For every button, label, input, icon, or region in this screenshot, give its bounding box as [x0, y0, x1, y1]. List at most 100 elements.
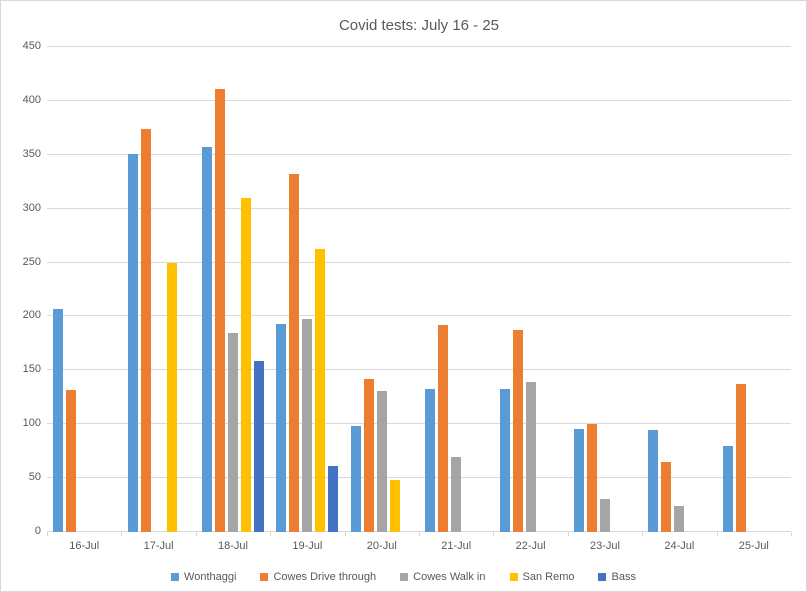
y-axis-label-350: 350 — [22, 147, 41, 160]
legend-item-san-remo: San Remo — [509, 571, 575, 583]
bar-cowes-drive-through-21-Jul — [438, 325, 449, 532]
bar-cowes-drive-through-16-Jul — [66, 389, 77, 532]
gridline-350 — [47, 153, 791, 155]
legend-swatch-bass — [598, 573, 607, 581]
legend-swatch-san-remo — [509, 573, 518, 581]
bar-cowes-walk-in-18-Jul — [227, 332, 238, 532]
bar-cowes-drive-through-17-Jul — [140, 128, 151, 532]
x-axis-label-25-Jul: 25-Jul — [738, 540, 769, 552]
legend-swatch-cowes-drive-through — [260, 573, 269, 581]
bar-cowes-walk-in-22-Jul — [525, 382, 536, 532]
x-axis-label-20-Jul: 20-Jul — [366, 540, 397, 552]
y-axis-label-450: 450 — [22, 40, 41, 52]
x-axis-tick — [567, 532, 569, 536]
x-axis-tick — [642, 532, 644, 536]
legend-swatch-cowes-walk-in — [400, 573, 409, 581]
gridline-250 — [47, 261, 791, 263]
bar-wonthaggi-21-Jul — [425, 388, 436, 532]
x-axis-label-22-Jul: 22-Jul — [515, 540, 546, 552]
y-axis-label-50: 50 — [28, 471, 41, 484]
y-axis-label-0: 0 — [34, 525, 41, 537]
bar-group-25-Jul — [717, 47, 791, 532]
bar-san-remo-18-Jul — [240, 197, 251, 532]
gridline-450 — [47, 46, 791, 47]
x-axis-tick — [344, 532, 346, 536]
bar-group-16-Jul — [47, 47, 121, 532]
bar-wonthaggi-24-Jul — [648, 429, 659, 532]
bar-cowes-drive-through-20-Jul — [363, 378, 374, 532]
x-axis-label-16-Jul: 16-Jul — [69, 540, 100, 552]
bar-cowes-drive-through-24-Jul — [661, 461, 672, 532]
gridline-150 — [47, 369, 791, 371]
bar-wonthaggi-22-Jul — [499, 388, 510, 532]
bar-bass-18-Jul — [253, 360, 264, 532]
x-axis-label-21-Jul: 21-Jul — [441, 540, 472, 552]
bar-wonthaggi-19-Jul — [276, 324, 287, 532]
bar-group-23-Jul — [568, 47, 642, 532]
legend-item-cowes-walk-in: Cowes Walk in — [400, 571, 486, 583]
gridline-0 — [47, 531, 791, 532]
bar-cowes-walk-in-20-Jul — [376, 390, 387, 532]
plot-area: 0 50 100 150 200 250 300 350 400 450 16-Jul 17-Jul 1… — [23, 40, 792, 552]
legend-item-bass: Bass — [598, 571, 636, 583]
bar-cowes-walk-in-19-Jul — [302, 318, 313, 532]
x-axis-label-19-Jul: 19-Jul — [292, 540, 323, 552]
bar-cowes-drive-through-23-Jul — [586, 424, 597, 532]
legend-label-cowes-drive-through: Cowes Drive through — [273, 571, 377, 583]
bar-san-remo-17-Jul — [166, 262, 177, 532]
y-axis-label-300: 300 — [22, 201, 41, 214]
gridline-200 — [47, 315, 791, 317]
bar-group-17-Jul — [121, 47, 195, 532]
y-axis-label-250: 250 — [22, 255, 41, 268]
bar-group-20-Jul — [345, 47, 419, 532]
legend-swatch-wonthaggi — [171, 573, 180, 581]
legend-item-wonthaggi: Wonthaggi — [171, 571, 236, 583]
bar-cowes-drive-through-18-Jul — [214, 89, 225, 532]
legend-item-cowes-drive-through: Cowes Drive through — [260, 571, 376, 583]
bar-group-18-Jul — [196, 47, 270, 532]
bar-group-24-Jul — [642, 47, 716, 532]
y-axis-label-200: 200 — [22, 309, 41, 322]
bar-wonthaggi-18-Jul — [201, 147, 212, 532]
x-axis-label-23-Jul: 23-Jul — [590, 540, 620, 552]
bar-cowes-drive-through-25-Jul — [735, 384, 746, 532]
legend-label-bass: Bass — [611, 571, 636, 583]
bar-bass-19-Jul — [328, 466, 339, 532]
chart-title: Covid tests: July 16 - 25 — [338, 17, 500, 34]
x-axis-tick — [493, 532, 495, 536]
x-axis-tick — [419, 532, 420, 536]
x-axis-label-24-Jul: 24-Jul — [664, 540, 695, 552]
gridline-100 — [47, 423, 791, 425]
legend-label-wonthaggi: Wonthaggi — [184, 571, 237, 583]
legend: Wonthaggi Cowes Drive through Cowes Walk i… — [1, 571, 806, 583]
x-axis-tick — [195, 532, 197, 536]
legend-label-cowes-walk-in: Cowes Walk in — [413, 571, 486, 583]
bar-wonthaggi-20-Jul — [350, 426, 361, 532]
x-axis-tick — [121, 532, 123, 536]
bar-wonthaggi-23-Jul — [573, 428, 584, 532]
gridline-50 — [47, 477, 791, 479]
x-axis-label-17-Jul: 17-Jul — [143, 540, 174, 552]
x-axis-tick — [270, 532, 272, 536]
x-axis-tick — [791, 532, 792, 536]
gridline-300 — [47, 207, 791, 209]
bar-wonthaggi-17-Jul — [127, 153, 138, 532]
bar-cowes-walk-in-23-Jul — [599, 498, 610, 532]
bar-cowes-drive-through-19-Jul — [289, 174, 300, 532]
y-axis-label-100: 100 — [22, 417, 41, 430]
x-axis-tick — [716, 532, 718, 536]
bar-group-21-Jul — [419, 47, 493, 532]
bar-cowes-walk-in-21-Jul — [451, 456, 462, 532]
bar-wonthaggi-25-Jul — [722, 445, 733, 532]
bar-cowes-walk-in-24-Jul — [674, 506, 685, 532]
x-axis-tick — [47, 532, 48, 536]
bar-san-remo-20-Jul — [389, 480, 400, 532]
y-axis-label-150: 150 — [22, 363, 41, 376]
legend-label-san-remo: San Remo — [522, 571, 575, 583]
bar-san-remo-19-Jul — [315, 248, 326, 532]
x-axis-label-18-Jul: 18-Jul — [218, 540, 248, 552]
y-axis-label-400: 400 — [22, 93, 41, 106]
gridline-400 — [47, 99, 791, 101]
bar-wonthaggi-16-Jul — [53, 308, 64, 532]
